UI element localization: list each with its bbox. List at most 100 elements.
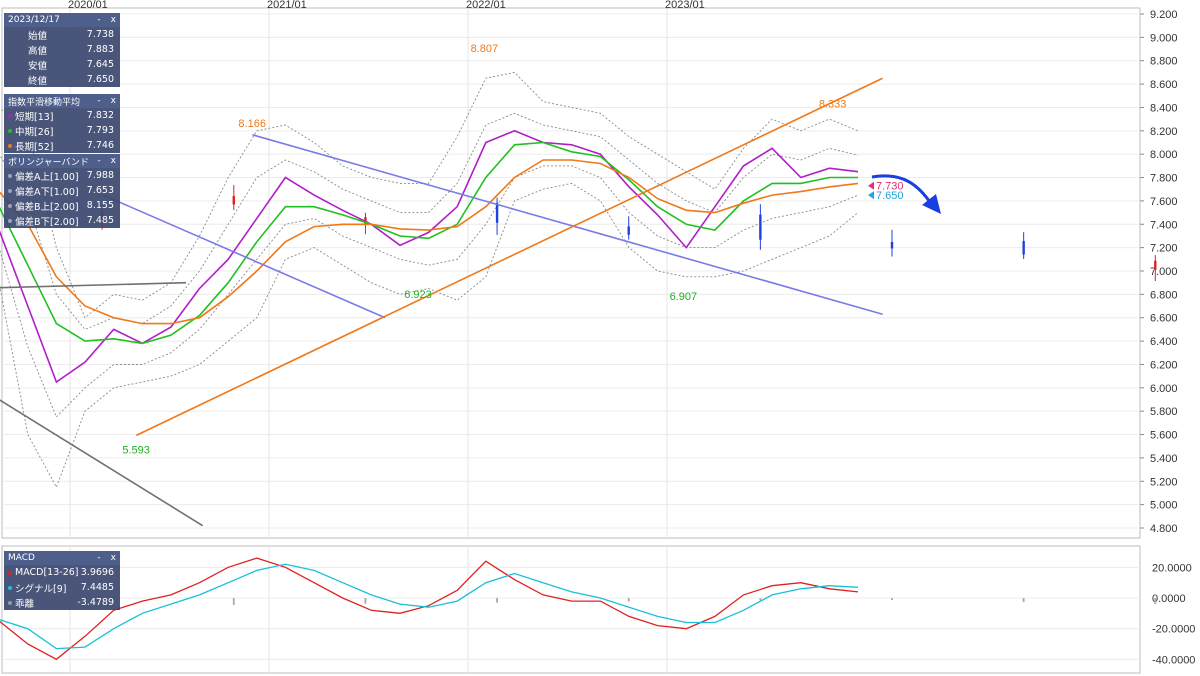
ema-long-label: 長期[52] <box>15 141 54 153</box>
y-tick-label: 8.200 <box>1150 126 1178 138</box>
bollinger-upper2-line <box>0 71 859 319</box>
y-tick-label: 6.800 <box>1150 289 1178 301</box>
macd-y-tick-label: -20.0000 <box>1152 624 1195 636</box>
y-tick-label: 5.200 <box>1150 476 1178 488</box>
legend-swatch <box>8 143 12 148</box>
macd-panel: MACD -x MACD[13-26] 3.9696 シグナル[9] 7.4485 … <box>4 551 120 610</box>
x-tick-label: 2022/01 <box>466 0 506 11</box>
swing-low-label: 5.593 <box>122 444 150 456</box>
y-tick-label: 8.400 <box>1150 102 1178 114</box>
close-button[interactable]: x <box>110 156 116 166</box>
swing-high-label: 8.807 <box>471 43 499 55</box>
y-tick-label: 4.800 <box>1150 523 1178 535</box>
forecast-arrowhead-icon <box>922 194 941 214</box>
band-a-upper-value: 7.988 <box>86 170 114 181</box>
band-a-lower-label: 偏差A下[1.00] <box>15 186 79 198</box>
low-label: 安値 <box>28 60 48 72</box>
close-button[interactable]: x <box>110 96 116 106</box>
y-tick-label: 6.400 <box>1150 336 1178 348</box>
panel-title: 2023/12/17 <box>8 15 60 25</box>
y-tick-label: 7.200 <box>1150 243 1178 255</box>
minimize-button[interactable]: - <box>97 553 101 563</box>
y-tick-label: 5.600 <box>1150 430 1178 442</box>
minimize-button[interactable]: - <box>97 96 101 106</box>
y-tick-label: 6.600 <box>1150 313 1178 325</box>
price-tag-label: 7.650 <box>876 190 904 202</box>
trendline <box>135 77 883 437</box>
forecast-arrow-icon <box>871 174 934 206</box>
close-button[interactable]: x <box>110 15 116 25</box>
price-tag-marker <box>868 181 874 190</box>
trendline <box>252 134 883 315</box>
macd-histogram-bar <box>1154 598 1157 605</box>
band-b-upper-label: 偏差B上[2.00] <box>15 201 79 213</box>
macd-histogram-bar <box>232 598 235 605</box>
bollinger-panel: ボリンジャーバンド -x 偏差A上[1.00] 7.988 偏差A下[1.00] 7… <box>4 154 120 228</box>
band-b-lower-label: 偏差B下[2.00] <box>15 216 79 228</box>
price-tag-marker <box>868 191 874 200</box>
ema-short-label: 短期[13] <box>15 111 54 123</box>
open-value: 7.738 <box>86 29 114 40</box>
close-button[interactable]: x <box>110 553 116 563</box>
y-tick-label: 8.000 <box>1150 149 1178 161</box>
legend-swatch <box>8 203 12 208</box>
ema-panel: 指数平滑移動平均 -x 短期[13] 7.832 中期[26] 7.793 長期[5… <box>4 94 120 153</box>
legend-swatch <box>8 600 12 605</box>
bollinger-upper1-line <box>0 112 859 330</box>
swing-high-label: 8.166 <box>238 118 266 130</box>
swing-low-label: 6.907 <box>670 291 698 303</box>
band-a-lower-value: 7.653 <box>86 185 114 196</box>
candle-body <box>1154 260 1157 270</box>
close-label: 終値 <box>28 75 48 87</box>
macd-chart[interactable]: 20.0000 0.0000 -20.0000 -40.0000 <box>0 545 1200 674</box>
candle-body <box>232 196 235 205</box>
y-tick-label: 6.000 <box>1150 383 1178 395</box>
x-tick-label: 2023/01 <box>665 0 705 11</box>
price-plot-frame <box>1 7 1141 539</box>
y-tick-label: 7.800 <box>1150 173 1178 185</box>
low-value: 7.645 <box>86 59 114 70</box>
ema-mid-line <box>0 141 858 345</box>
macd-histogram-bar <box>364 598 367 604</box>
macd-y-tick-label: 0.0000 <box>1152 593 1186 605</box>
macd-label: MACD[13-26] <box>15 567 79 578</box>
y-tick-label: 8.600 <box>1150 79 1178 91</box>
ema-short-value: 7.832 <box>86 110 114 121</box>
y-tick-label: 6.200 <box>1150 359 1178 371</box>
y-tick-label: 5.000 <box>1150 500 1178 512</box>
macd-histogram-bar <box>759 598 762 601</box>
trendline <box>0 281 187 289</box>
candle-body <box>890 242 894 249</box>
band-b-upper-value: 8.155 <box>86 200 114 211</box>
ema-short-line <box>0 129 859 384</box>
band-b-lower-value: 7.485 <box>86 215 114 226</box>
band-a-upper-label: 偏差A上[1.00] <box>15 171 79 183</box>
candle-body <box>1022 241 1025 255</box>
histogram-value: -3.4789 <box>77 597 114 608</box>
panel-title: 指数平滑移動平均 <box>8 97 81 108</box>
swing-low-label: 6.923 <box>404 289 432 301</box>
legend-swatch <box>8 218 12 223</box>
price-chart[interactable]: 9.200 9.000 8.800 8.600 8.400 8.200 8.000 7.800… <box>0 0 1200 539</box>
minimize-button[interactable]: - <box>97 15 101 25</box>
signal-value: 7.4485 <box>80 582 114 593</box>
y-tick-label: 8.800 <box>1150 56 1178 68</box>
legend-swatch <box>8 570 12 575</box>
x-tick-label: 2020/01 <box>68 0 108 11</box>
macd-histogram-bar <box>496 598 498 603</box>
trendline <box>0 399 204 527</box>
macd-value: 3.9696 <box>80 567 114 578</box>
macd-histogram-bar <box>627 598 630 602</box>
close-price-value: 7.650 <box>86 74 114 85</box>
candle-body <box>627 226 630 235</box>
signal-line <box>0 563 859 650</box>
legend-swatch <box>8 128 12 133</box>
price-tag-label: 7.730 <box>876 181 904 193</box>
minimize-button[interactable]: - <box>97 156 101 166</box>
ema-mid-label: 中期[26] <box>15 126 54 138</box>
swing-high-label: 8.333 <box>819 98 847 110</box>
histogram-label: 乖離 <box>15 598 35 610</box>
high-label: 高値 <box>28 45 48 57</box>
ema-long-line <box>0 159 859 325</box>
